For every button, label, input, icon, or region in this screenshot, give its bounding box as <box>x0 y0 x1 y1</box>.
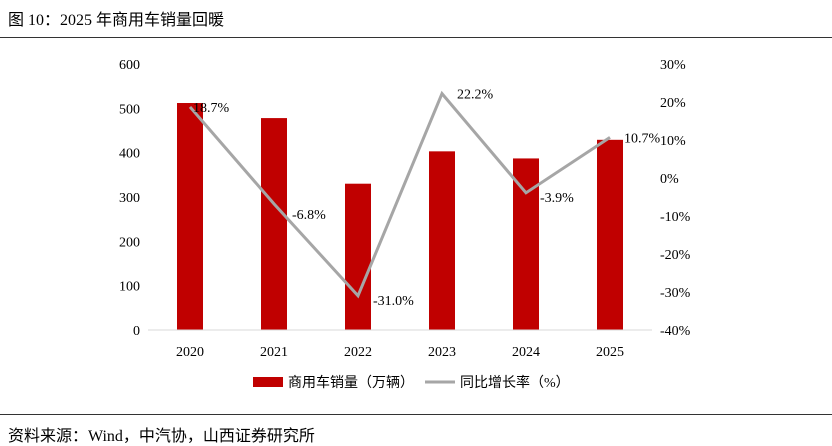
y-tick-label: 300 <box>119 191 140 206</box>
x-tick-label: 2020 <box>176 345 204 360</box>
bar-2021 <box>261 118 287 330</box>
figure-title: 图 10：2025 年商用车销量回暖 <box>8 12 225 29</box>
y-tick-label: 400 <box>119 147 140 162</box>
bar-2023 <box>429 151 455 330</box>
y-tick-label: 0 <box>133 324 140 339</box>
bar-2025 <box>597 139 623 330</box>
bar-2020 <box>177 103 203 330</box>
x-tick-label: 2021 <box>260 345 288 360</box>
growth-line <box>188 90 611 299</box>
data-label: -3.9% <box>540 191 574 206</box>
y2-tick-label: -20% <box>660 248 691 263</box>
x-tick-label: 2023 <box>428 345 456 360</box>
y2-tick-label: -40% <box>660 324 691 339</box>
legend-line-label: 同比增长率（%） <box>460 374 570 391</box>
data-label: -31.0% <box>373 294 414 309</box>
y-tick-label: 500 <box>119 102 140 117</box>
bar-2022 <box>345 183 371 330</box>
source-note: 资料来源：Wind，中汽协，山西证券研究所 <box>8 428 315 445</box>
bottom-divider <box>0 414 832 415</box>
data-label: 22.2% <box>457 88 494 103</box>
legend-bar-swatch <box>253 377 283 387</box>
data-label: 10.7% <box>624 131 661 146</box>
y-tick-label: 100 <box>119 280 140 295</box>
y2-tick-label: 10% <box>660 134 686 149</box>
y2-tick-label: -30% <box>660 286 691 301</box>
data-label: -6.8% <box>292 208 326 223</box>
y2-tick-label: 20% <box>660 96 686 111</box>
data-label: 18.7% <box>193 101 230 116</box>
x-tick-label: 2022 <box>344 345 372 360</box>
y2-tick-label: 0% <box>660 172 679 187</box>
legend-bar-label: 商用车销量（万辆） <box>288 374 414 391</box>
y-tick-label: 600 <box>119 58 140 73</box>
y2-tick-label: -10% <box>660 210 691 225</box>
x-tick-label: 2024 <box>512 345 540 360</box>
y2-tick-label: 30% <box>660 58 686 73</box>
x-tick-label: 2025 <box>596 345 624 360</box>
top-divider <box>0 37 832 38</box>
y-tick-label: 200 <box>119 235 140 250</box>
